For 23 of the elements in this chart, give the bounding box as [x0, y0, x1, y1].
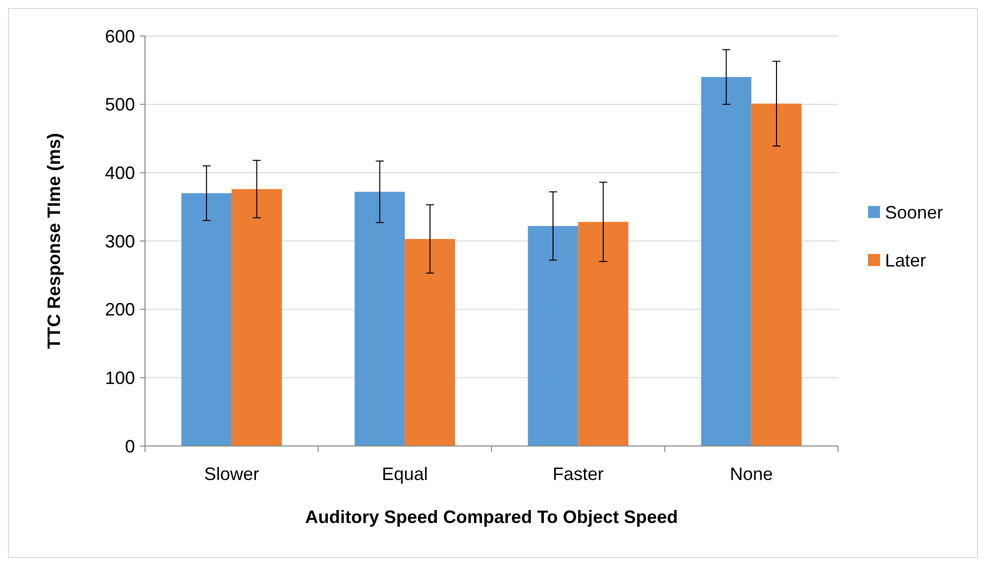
bar	[354, 192, 405, 446]
y-tick-label: 500	[104, 94, 135, 115]
bar	[528, 226, 578, 446]
x-tick-label: None	[730, 464, 773, 484]
y-tick-label: 600	[104, 26, 135, 46]
bar	[404, 238, 456, 446]
x-tick-label: Equal	[382, 464, 428, 484]
y-axis-title: TTC Response TIme (ms)	[44, 132, 64, 350]
x-tick-label: Slower	[204, 464, 260, 484]
legend-label: Sooner	[885, 202, 944, 222]
bar	[578, 222, 628, 446]
bar	[181, 193, 232, 446]
y-tick-label: 0	[124, 436, 135, 456]
y-tick-label: 200	[104, 300, 135, 320]
y-tick-label: 300	[104, 231, 135, 252]
y-tick-label: 100	[104, 368, 135, 388]
y-tick-label: 400	[104, 162, 135, 183]
bar	[701, 77, 752, 446]
x-tick-label: Faster	[552, 464, 604, 484]
bar	[232, 189, 282, 446]
legend-label: Later	[885, 250, 926, 270]
bar	[751, 104, 802, 446]
x-axis-title: Auditory Speed Compared To Object Speed	[305, 507, 678, 527]
